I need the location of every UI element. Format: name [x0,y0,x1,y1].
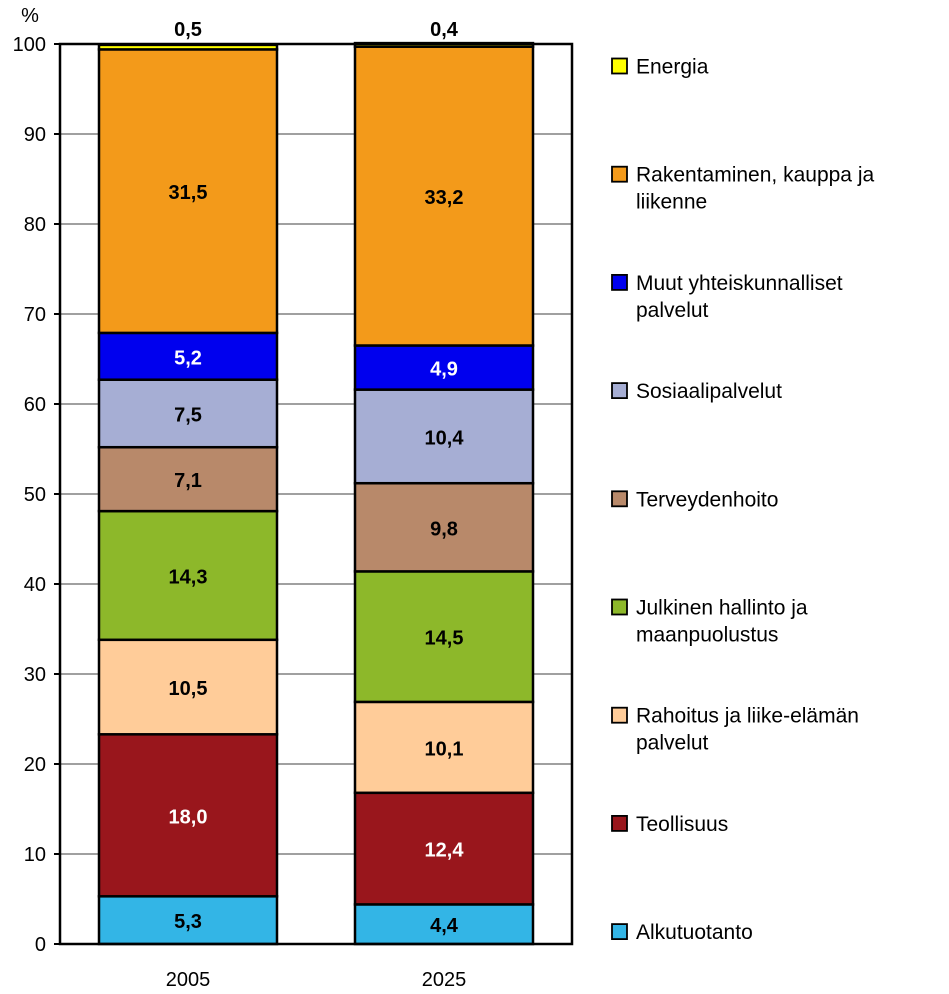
bar-segment [353,791,535,906]
y-axis-unit-label: % [21,5,39,27]
y-tick-label: 80 [24,214,46,236]
legend-item: Rahoitus ja liike-elämän palvelut [611,705,859,755]
legend-swatch [611,598,628,616]
legend-label: palvelut [636,299,709,322]
legend-swatch [611,923,628,940]
legend-label: maanpuolustus [636,624,778,647]
legend-item: Energia [611,56,709,79]
x-tick-label: 2005 [166,969,211,991]
data-label: 4,4 [430,915,459,937]
bar-segment [353,903,535,946]
data-label: 7,5 [174,404,202,426]
bar-segment [353,570,535,704]
bar-segment [97,378,279,449]
legend-label: liikenne [636,191,707,214]
bar-segment [353,344,535,391]
bar-segment [97,445,279,513]
legend-item: Sosiaalipalvelut [611,380,782,403]
legend-swatch [611,706,628,724]
legend-label: Rahoitus ja liike-elämän [636,705,859,728]
data-label: 31,5 [169,182,208,204]
legend-label: Energia [636,56,709,79]
y-axis-ticks: 0 10 20 30 40 50 60 70 80 90 100 [13,34,60,956]
legend-swatch [611,815,628,832]
legend-label: Rakentaminen, kauppa ja [636,164,874,187]
data-label: 5,3 [174,911,202,933]
data-label: 33,2 [425,187,464,209]
bar-segment [353,45,535,347]
bar-segment [353,388,535,485]
legend-label: Teollisuus [636,813,728,836]
data-label: 14,5 [425,628,464,650]
legend-label: Terveydenhoito [636,488,778,511]
legend-swatch [611,165,628,183]
legend-item: Rakentaminen, kauppa ja liikenne [611,164,874,214]
legend-label: Sosiaalipalvelut [636,380,782,403]
legend-label: Alkutuotanto [636,921,753,944]
legend-label: Julkinen hallinto ja [636,597,808,620]
data-label: 4,9 [430,359,458,381]
y-tick-label: 40 [24,574,46,596]
bar-segment [97,331,279,381]
data-label: 10,5 [169,678,208,700]
legend-swatch [611,490,628,508]
y-tick-label: 30 [24,664,46,686]
bar-segment [97,509,279,642]
bar-segment [97,638,279,736]
data-label: 18,0 [169,806,208,828]
bars: 5,3 18,0 10,5 14,3 7,1 7,5 5,2 31,5 0,5 4,4 12,4 10… [97,19,535,946]
y-tick-label: 100 [13,34,46,56]
bar-segment [353,481,535,573]
legend-item: Julkinen hallinto ja maanpuolustus [611,597,808,647]
y-tick-label: 0 [35,934,46,956]
plot-area-frame [58,42,574,946]
y-tick-label: 90 [24,124,46,146]
legend-swatch [611,382,628,400]
y-tick-label: 10 [24,844,46,866]
bar-segment [97,48,279,335]
data-label: 5,2 [174,347,202,369]
data-label: 14,3 [169,566,208,588]
legend-swatch [611,273,628,291]
stacked-bar-2005: 5,3 18,0 10,5 14,3 7,1 7,5 5,2 31,5 0,5 [97,19,279,946]
data-label: 12,4 [425,840,465,862]
stacked-bar-2025: 4,4 12,4 10,1 14,5 9,8 10,4 4,9 33,2 0,4 [353,19,535,946]
bar-segment [353,700,535,795]
data-label: 0,5 [174,19,202,41]
legend-label: palvelut [636,732,709,755]
x-tick-label: 2025 [422,969,467,991]
bar-segment [97,733,279,898]
legend-item: Muut yhteiskunnalliset palvelut [611,272,843,322]
data-label: 0,4 [430,19,459,41]
legend-item: Terveydenhoito [611,488,778,511]
y-tick-label: 50 [24,484,46,506]
y-tick-label: 60 [24,394,46,416]
legend: Energia Rakentaminen, kauppa ja liikenne Mu… [611,56,874,944]
data-label: 10,4 [425,427,465,449]
legend-item: Teollisuus [611,813,728,836]
legend-label: Muut yhteiskunnalliset [636,272,843,295]
data-label: 10,1 [425,738,464,760]
legend-item: Alkutuotanto [611,921,753,944]
legend-swatch [611,57,628,75]
x-axis-labels: 2005 2025 [166,969,467,991]
data-label: 9,8 [430,518,458,540]
y-tick-label: 20 [24,754,46,776]
y-tick-label: 70 [24,304,46,326]
bar-segment [97,43,279,51]
data-label: 7,1 [174,470,202,492]
